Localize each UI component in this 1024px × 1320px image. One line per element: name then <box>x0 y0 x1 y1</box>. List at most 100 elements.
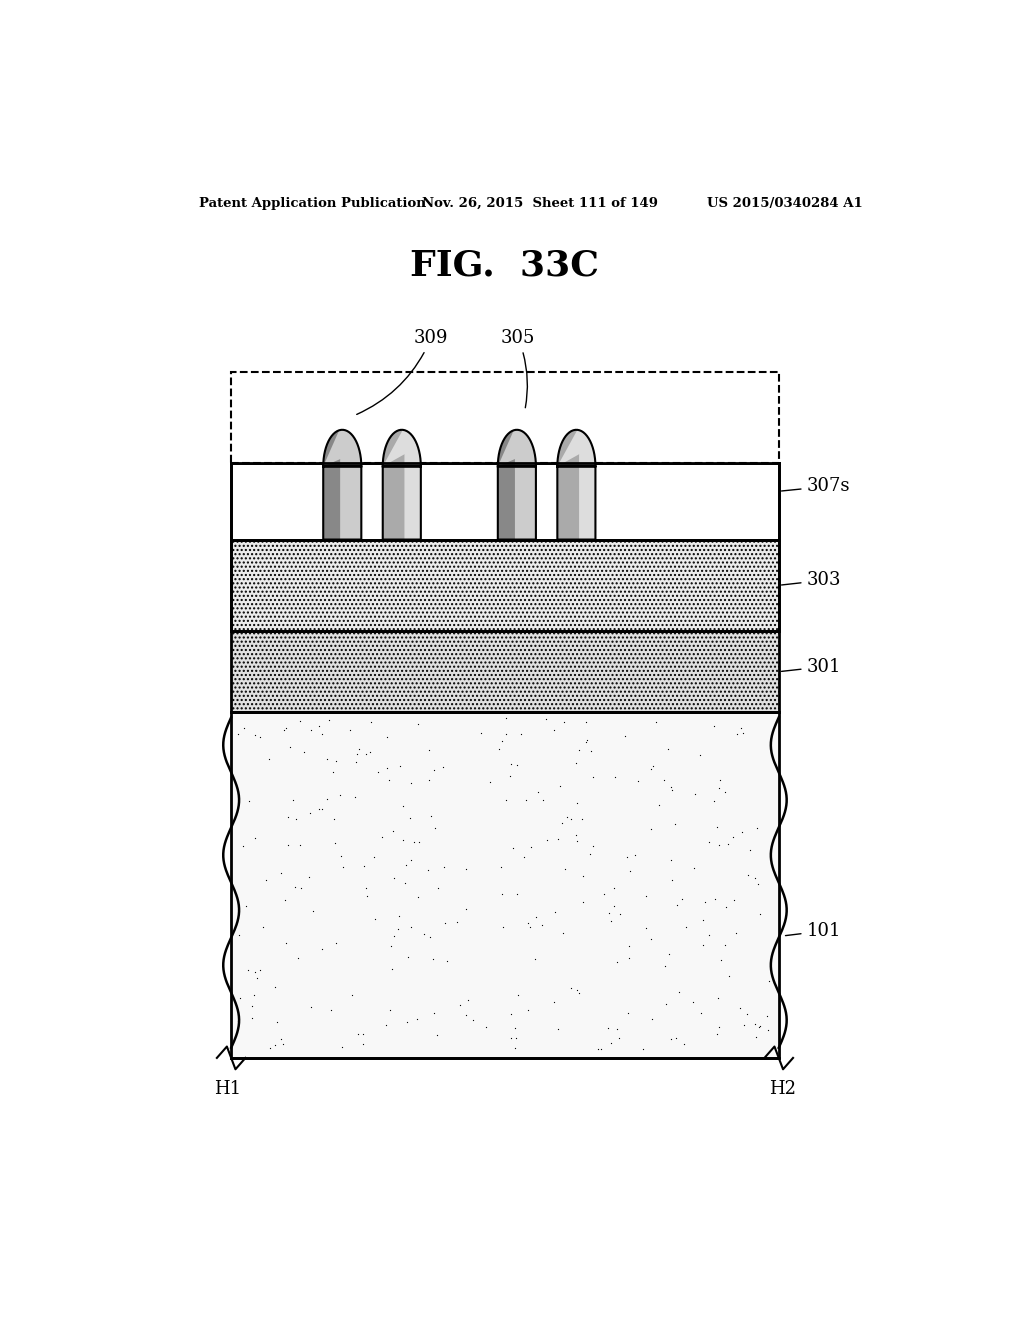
Point <box>458 1005 474 1026</box>
Text: US 2015/0340284 A1: US 2015/0340284 A1 <box>708 197 863 210</box>
Point <box>660 944 677 965</box>
Point <box>278 932 294 953</box>
Point <box>290 948 306 969</box>
Point <box>292 710 308 731</box>
Text: Nov. 26, 2015  Sheet 111 of 149: Nov. 26, 2015 Sheet 111 of 149 <box>422 197 657 210</box>
Point <box>493 855 509 876</box>
Point <box>513 723 529 744</box>
Point <box>720 834 736 855</box>
Point <box>585 836 601 857</box>
Point <box>611 1027 628 1048</box>
Point <box>230 1011 247 1032</box>
Point <box>740 865 757 886</box>
Point <box>362 711 379 733</box>
Point <box>406 832 422 853</box>
Point <box>686 857 702 878</box>
Polygon shape <box>498 430 536 540</box>
Bar <box>231 463 778 540</box>
Point <box>267 977 284 998</box>
Point <box>495 883 511 904</box>
Point <box>458 858 474 879</box>
Point <box>608 1019 625 1040</box>
Point <box>272 862 289 883</box>
Point <box>734 722 751 743</box>
Point <box>535 789 551 810</box>
Point <box>602 1032 618 1053</box>
Point <box>550 829 566 850</box>
Polygon shape <box>515 430 536 540</box>
Point <box>697 892 714 913</box>
Point <box>449 912 465 933</box>
Point <box>655 770 672 791</box>
Point <box>496 916 512 937</box>
Point <box>706 791 722 812</box>
Polygon shape <box>324 430 340 540</box>
Point <box>326 809 342 830</box>
Point <box>751 1016 767 1038</box>
Point <box>505 837 521 858</box>
Point <box>334 1036 350 1057</box>
Point <box>401 807 418 828</box>
Point <box>492 738 508 759</box>
Point <box>746 867 763 888</box>
Point <box>348 752 365 774</box>
Point <box>502 766 518 787</box>
Point <box>367 846 383 867</box>
Point <box>292 836 308 857</box>
Point <box>539 830 555 851</box>
Point <box>644 1008 660 1030</box>
Point <box>559 807 575 828</box>
Point <box>642 818 658 840</box>
Point <box>749 1027 765 1048</box>
Point <box>343 985 359 1006</box>
Point <box>503 1003 519 1024</box>
Point <box>322 709 338 730</box>
Point <box>752 903 768 924</box>
Point <box>285 789 301 810</box>
Point <box>379 758 395 779</box>
Text: 309: 309 <box>356 330 449 414</box>
Point <box>328 751 344 772</box>
Point <box>529 781 546 803</box>
Point <box>427 817 443 838</box>
Point <box>526 948 543 969</box>
Point <box>425 760 441 781</box>
Point <box>728 923 744 944</box>
Point <box>751 874 767 895</box>
Point <box>760 1019 776 1040</box>
Point <box>568 825 585 846</box>
Point <box>385 821 401 842</box>
Point <box>596 883 612 904</box>
Point <box>567 752 584 774</box>
Point <box>503 752 519 774</box>
Point <box>600 1018 616 1039</box>
Point <box>618 846 635 867</box>
Point <box>621 936 637 957</box>
Point <box>429 1024 445 1045</box>
Point <box>367 908 383 929</box>
Point <box>732 998 749 1019</box>
Point <box>333 784 349 805</box>
Point <box>416 924 432 945</box>
Point <box>635 1039 651 1060</box>
Point <box>389 917 406 939</box>
Polygon shape <box>498 430 515 540</box>
Point <box>603 911 620 932</box>
Point <box>420 859 436 880</box>
Text: H1: H1 <box>214 1080 241 1098</box>
Point <box>692 1003 709 1024</box>
Point <box>379 726 395 747</box>
Point <box>435 857 452 878</box>
Point <box>473 722 489 743</box>
Point <box>621 948 637 969</box>
Point <box>236 717 252 738</box>
Point <box>421 739 437 760</box>
Polygon shape <box>324 430 361 540</box>
Point <box>664 870 680 891</box>
Point <box>395 829 412 850</box>
Point <box>280 807 296 828</box>
Point <box>507 1038 523 1059</box>
Point <box>573 808 590 829</box>
Point <box>656 956 673 977</box>
Point <box>333 846 349 867</box>
